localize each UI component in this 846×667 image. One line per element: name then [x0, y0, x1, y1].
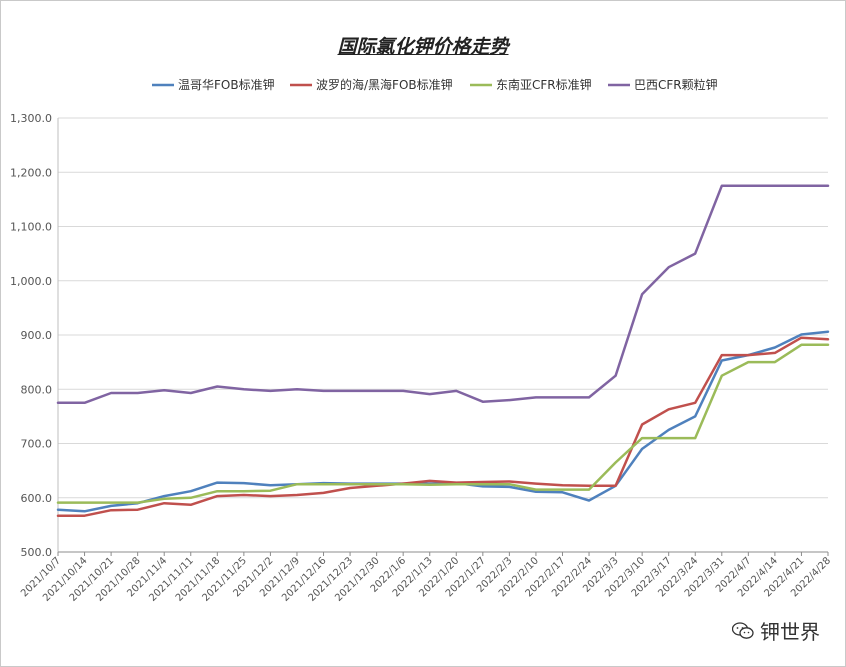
y-tick-label: 900.0	[21, 329, 53, 342]
series-line	[56, 184, 830, 405]
legend-label: 东南亚CFR标准钾	[496, 77, 592, 92]
legend-label: 波罗的海/黑海FOB标准钾	[316, 77, 453, 92]
watermark: 钾世界	[732, 616, 820, 645]
y-tick-label: 1,200.0	[10, 166, 52, 179]
y-tick-label: 500.0	[21, 546, 53, 559]
y-tick-label: 1,300.0	[10, 112, 52, 125]
series-line	[56, 336, 830, 517]
y-tick-label: 700.0	[21, 438, 53, 451]
legend: 温哥华FOB标准钾 波罗的海/黑海FOB标准钾 东南亚CFR标准钾 巴西CFR颗粒钾	[152, 77, 718, 92]
series-line	[56, 343, 830, 504]
watermark-text: 钾世界	[760, 620, 820, 644]
gridlines	[58, 117, 828, 553]
legend-label: 温哥华FOB标准钾	[178, 78, 275, 92]
chart-title: 国际氯化钾价格走势	[337, 36, 509, 58]
series-lines	[56, 184, 830, 517]
wechat-icon	[732, 621, 754, 639]
legend-label: 巴西CFR颗粒钾	[634, 77, 718, 92]
y-tick-label: 1,000.0	[10, 275, 52, 288]
y-tick-label: 800.0	[21, 383, 53, 396]
y-tick-label: 1,100.0	[10, 221, 52, 234]
y-tick-label: 600.0	[21, 492, 53, 505]
axes: 500.0 600.0 700.0 800.0 900.0 1,000.0 1,100.0 1…	[10, 112, 833, 604]
